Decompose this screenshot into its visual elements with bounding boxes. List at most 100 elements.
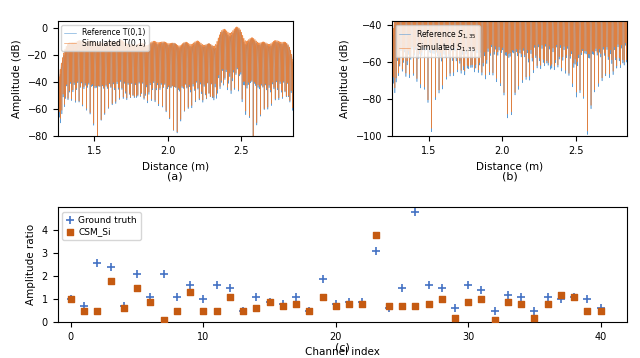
Ground truth [371, 248, 381, 254]
CSM_Si [185, 290, 195, 295]
Ground truth [106, 264, 116, 270]
Ground truth [436, 285, 447, 291]
Simulated $S_{1,35}$ [527, 19, 535, 24]
CSM_Si [529, 315, 540, 320]
Ground truth [291, 294, 301, 300]
CSM_Si [503, 299, 513, 304]
Simulated $S_{1,35}$ [390, 19, 398, 24]
Ground truth [569, 294, 579, 300]
Legend: Ground truth, CSM_Si: Ground truth, CSM_Si [62, 212, 141, 240]
Ground truth [211, 282, 221, 288]
Ground truth [317, 276, 328, 281]
Title: (c): (c) [335, 343, 350, 353]
CSM_Si [225, 294, 235, 300]
Reference T(0,1) [66, 49, 74, 54]
CSM_Si [424, 301, 434, 307]
Ground truth [198, 296, 209, 302]
Simulated $S_{1,35}$ [538, 19, 545, 24]
CSM_Si [490, 317, 500, 323]
Simulated T(0,1) [139, 67, 147, 71]
Simulated T(0,1) [241, 48, 248, 52]
Ground truth [516, 294, 526, 300]
CSM_Si [582, 308, 593, 314]
Title: (b): (b) [502, 171, 517, 182]
CSM_Si [291, 301, 301, 307]
Simulated T(0,1) [228, 39, 236, 44]
Ground truth [251, 294, 261, 300]
CSM_Si [436, 296, 447, 302]
Line: Simulated $S_{1,35}$: Simulated $S_{1,35}$ [392, 21, 627, 131]
Ground truth [92, 260, 102, 265]
Simulated T(0,1) [204, 42, 211, 46]
Reference $S_{1,35}$ [388, 44, 396, 49]
CSM_Si [251, 306, 261, 311]
CSM_Si [145, 299, 156, 304]
Reference $S_{1,35}$ [563, 19, 570, 24]
Reference $S_{1,35}$ [575, 19, 583, 24]
Line: Simulated T(0,1): Simulated T(0,1) [58, 27, 293, 136]
Reference T(0,1) [54, 90, 61, 95]
Reference $S_{1,35}$ [400, 19, 408, 24]
Reference T(0,1) [193, 51, 201, 55]
Y-axis label: Amplitude (dB): Amplitude (dB) [12, 39, 22, 118]
Ground truth [529, 308, 540, 314]
Title: (a): (a) [168, 171, 183, 182]
Ground truth [582, 296, 593, 302]
Y-axis label: Amplitude ratio: Amplitude ratio [26, 224, 36, 305]
Ground truth [278, 301, 288, 307]
Line: Reference $S_{1,35}$: Reference $S_{1,35}$ [392, 21, 627, 135]
Simulated T(0,1) [54, 83, 61, 87]
CSM_Si [383, 303, 394, 309]
Simulated $S_{1,35}$ [575, 19, 583, 24]
Ground truth [132, 271, 142, 277]
Reference T(0,1) [139, 68, 147, 72]
Reference $S_{1,35}$ [623, 19, 631, 24]
Simulated $S_{1,35}$ [584, 129, 591, 133]
Reference T(0,1) [54, 134, 62, 139]
CSM_Si [132, 285, 142, 291]
Line: Reference T(0,1): Reference T(0,1) [58, 28, 293, 136]
X-axis label: Channel index: Channel index [305, 348, 380, 358]
CSM_Si [92, 308, 102, 314]
Ground truth [410, 209, 420, 215]
Ground truth [145, 294, 156, 300]
Y-axis label: Amplitude (dB): Amplitude (dB) [340, 39, 350, 118]
Ground truth [238, 308, 248, 314]
CSM_Si [357, 301, 367, 307]
Ground truth [79, 303, 89, 309]
Simulated $S_{1,35}$ [623, 19, 631, 24]
Reference $S_{1,35}$ [538, 19, 545, 24]
Simulated T(0,1) [65, 50, 73, 54]
Ground truth [383, 306, 394, 311]
Ground truth [503, 292, 513, 297]
Ground truth [556, 296, 566, 302]
CSM_Si [569, 294, 579, 300]
Ground truth [424, 282, 434, 288]
Ground truth [463, 282, 474, 288]
Ground truth [490, 308, 500, 314]
CSM_Si [463, 299, 474, 304]
Ground truth [543, 294, 553, 300]
CSM_Si [450, 315, 460, 320]
Ground truth [304, 308, 314, 314]
Ground truth [397, 285, 407, 291]
CSM_Si [476, 296, 486, 302]
Ground truth [344, 299, 354, 304]
Simulated T(0,1) [93, 134, 101, 139]
CSM_Si [66, 296, 76, 302]
CSM_Si [331, 303, 341, 309]
Reference T(0,1) [228, 42, 236, 47]
CSM_Si [371, 232, 381, 238]
X-axis label: Distance (m): Distance (m) [476, 161, 543, 171]
CSM_Si [159, 317, 169, 323]
Simulated $S_{1,35}$ [473, 29, 481, 33]
CSM_Si [172, 308, 182, 314]
CSM_Si [556, 292, 566, 297]
Ground truth [159, 271, 169, 277]
CSM_Si [410, 303, 420, 309]
Simulated T(0,1) [233, 25, 241, 29]
Legend: Reference $S_{1,35}$, Simulated $S_{1,35}$: Reference $S_{1,35}$, Simulated $S_{1,35… [396, 25, 480, 58]
Ground truth [476, 287, 486, 293]
CSM_Si [264, 299, 275, 304]
Simulated $S_{1,35}$ [400, 19, 408, 24]
